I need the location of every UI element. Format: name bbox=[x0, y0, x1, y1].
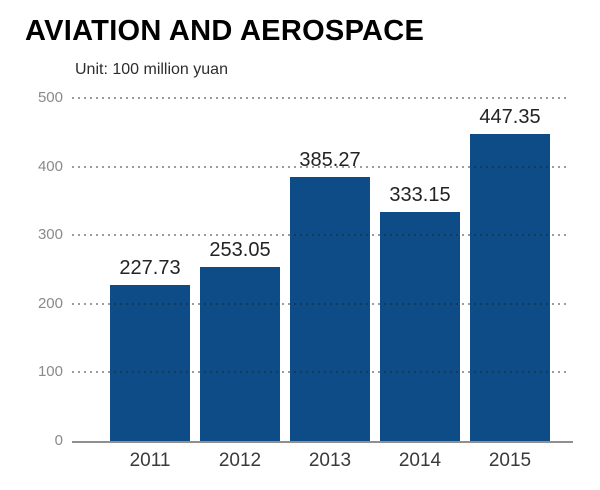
bar-2015 bbox=[470, 134, 550, 441]
gridline-y300 bbox=[72, 234, 570, 237]
bar-value-label-2014: 333.15 bbox=[389, 184, 451, 207]
bar-2014 bbox=[380, 212, 460, 441]
x-axis-label-2011: 2011 bbox=[129, 450, 171, 471]
x-axis-label-2014: 2014 bbox=[398, 450, 442, 471]
y-axis-tick-label: 0 bbox=[54, 432, 63, 449]
bar-value-label-2015: 447.35 bbox=[479, 106, 541, 129]
y-axis-tick-label: 200 bbox=[37, 294, 63, 312]
chart-title: AVIATION AND AEROSPACE bbox=[25, 15, 425, 47]
bar-2011 bbox=[110, 284, 190, 441]
bar-value-label-2011: 227.73 bbox=[119, 256, 181, 279]
x-axis-label-2012: 2012 bbox=[218, 450, 262, 471]
gridline-y400 bbox=[72, 165, 570, 168]
x-axis-label-2015: 2015 bbox=[488, 450, 532, 471]
y-axis-tick-label: 100 bbox=[37, 363, 63, 381]
x-axis-label-2013: 2013 bbox=[308, 450, 352, 471]
gridline-y200 bbox=[72, 302, 570, 305]
gridline-y100 bbox=[72, 371, 570, 374]
y-axis-tick-label: 300 bbox=[37, 226, 63, 244]
bar-2013 bbox=[290, 176, 370, 441]
bar-2012 bbox=[200, 267, 280, 441]
bar-value-label-2012: 253.05 bbox=[209, 239, 271, 262]
y-axis-tick-label: 400 bbox=[37, 157, 63, 175]
unit-label: Unit: 100 million yuan bbox=[75, 61, 228, 78]
y-axis-tick-label: 500 bbox=[37, 89, 63, 106]
x-axis-line bbox=[72, 441, 573, 443]
bar-value-label-2013: 385.27 bbox=[299, 148, 361, 171]
gridline-y500 bbox=[72, 97, 570, 99]
